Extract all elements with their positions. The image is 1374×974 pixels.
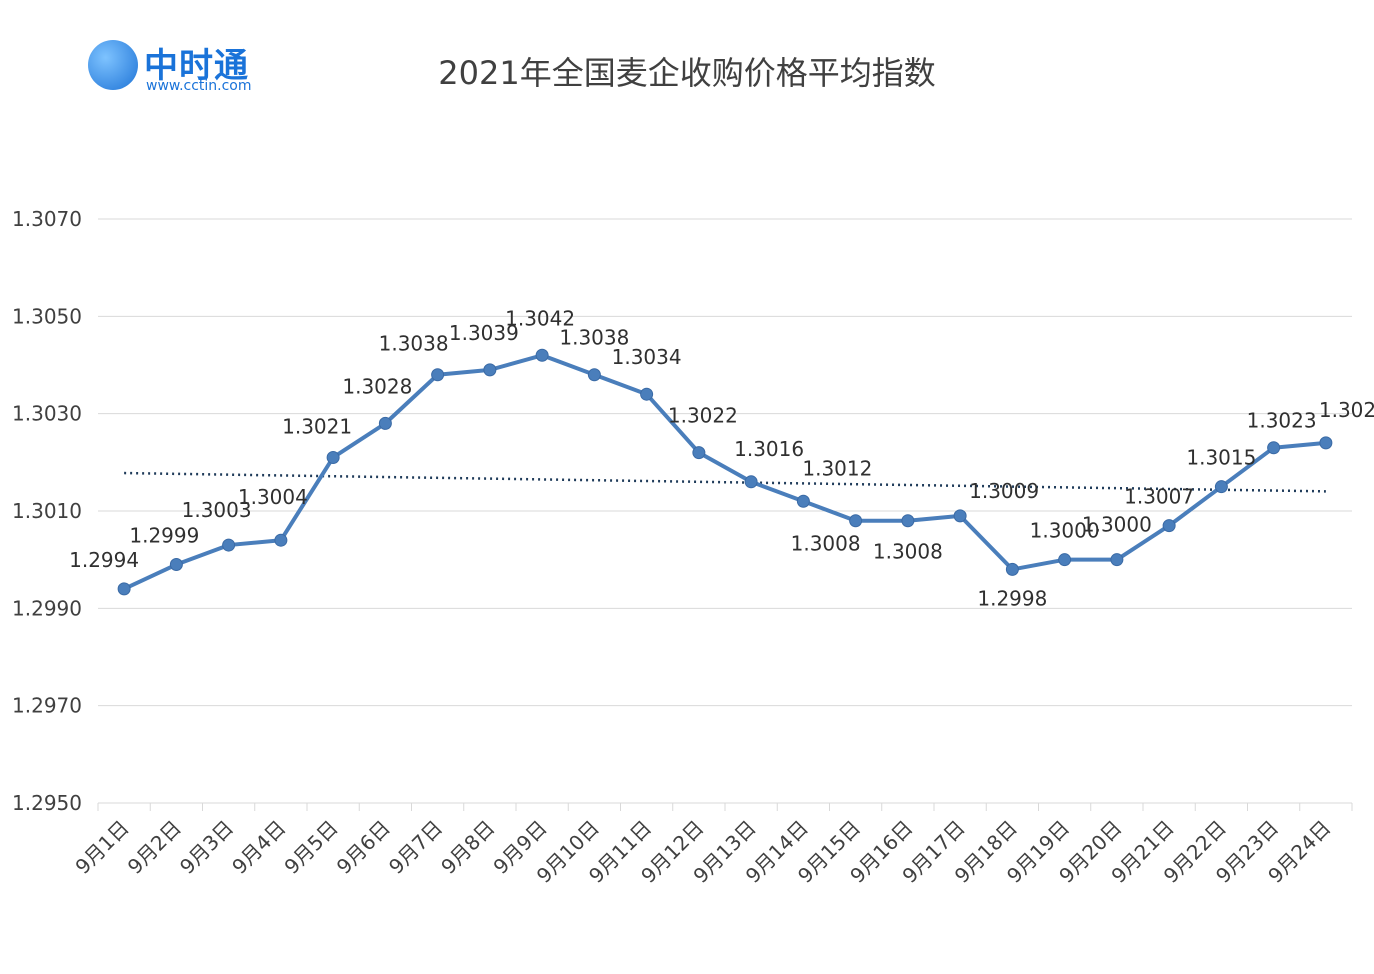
data-label: 1.3007 xyxy=(1124,485,1194,509)
brand-logo: 中时通 www.cctin.com xyxy=(88,38,288,98)
data-point xyxy=(796,494,810,508)
data-label: 1.2999 xyxy=(129,524,199,548)
y-tick-label: 1.3050 xyxy=(12,304,82,328)
data-point xyxy=(378,416,392,430)
data-point xyxy=(117,582,131,596)
y-tick-label: 1.2990 xyxy=(12,596,82,620)
chart-title: 2021年全国麦企收购价格平均指数 xyxy=(438,54,936,92)
data-point xyxy=(744,475,758,489)
data-point xyxy=(169,558,183,572)
data-label: 1.3009 xyxy=(969,479,1039,503)
data-label: 1.3003 xyxy=(182,498,252,522)
data-point xyxy=(1319,436,1333,450)
y-tick-label: 1.3070 xyxy=(12,207,82,231)
data-label: 1.3008 xyxy=(873,540,943,564)
x-tick-label: 9月1日 xyxy=(70,816,133,879)
data-point xyxy=(1058,553,1072,567)
data-label: 1.3038 xyxy=(559,326,629,350)
data-label: 1.3012 xyxy=(802,456,872,480)
data-point xyxy=(953,509,967,523)
data-point xyxy=(1214,480,1228,494)
data-label: 1.3022 xyxy=(668,404,738,428)
data-point xyxy=(274,533,288,547)
data-point xyxy=(431,368,445,382)
brand-logo-icon xyxy=(88,40,138,90)
data-point xyxy=(1267,441,1281,455)
y-tick-label: 1.2970 xyxy=(12,694,82,718)
y-tick-label: 1.3010 xyxy=(12,499,82,523)
data-point xyxy=(222,538,236,552)
data-point xyxy=(901,514,915,528)
data-label: 1.3024 xyxy=(1319,398,1374,422)
data-label: 1.3028 xyxy=(342,374,412,398)
data-label: 1.3034 xyxy=(612,345,682,369)
y-tick-label: 1.2950 xyxy=(12,791,82,815)
data-point xyxy=(326,450,340,464)
x-tick-label: 9月3日 xyxy=(175,816,238,879)
data-point xyxy=(535,348,549,362)
data-label: 1.3000 xyxy=(1030,519,1100,543)
data-point xyxy=(1110,553,1124,567)
data-label: 1.3021 xyxy=(282,414,352,438)
brand-url: www.cctin.com xyxy=(146,78,252,94)
data-point xyxy=(640,387,654,401)
data-label: 1.3016 xyxy=(734,437,804,461)
data-label: 1.2998 xyxy=(977,586,1047,610)
data-label: 1.3042 xyxy=(505,306,575,330)
data-point xyxy=(483,363,497,377)
x-tick-label: 9月6日 xyxy=(332,816,395,879)
data-point xyxy=(1005,562,1019,576)
data-label: 1.3023 xyxy=(1247,409,1317,433)
data-label: 1.3008 xyxy=(791,532,861,556)
x-tick-label: 9月8日 xyxy=(436,816,499,879)
trendline xyxy=(124,471,1326,493)
x-tick-label: 9月5日 xyxy=(279,816,342,879)
x-tick-label: 9月4日 xyxy=(227,816,290,879)
data-point xyxy=(1162,519,1176,533)
y-tick-label: 1.3030 xyxy=(12,402,82,426)
data-label: 1.3039 xyxy=(449,321,519,345)
data-label: 1.3015 xyxy=(1186,446,1256,470)
series-line xyxy=(123,353,1327,591)
data-label: 1.3038 xyxy=(379,332,449,356)
data-point xyxy=(587,368,601,382)
data-label: 1.3004 xyxy=(238,485,308,509)
brand-name: 中时通 xyxy=(144,46,249,86)
data-label: 1.2994 xyxy=(69,548,139,572)
x-tick-label: 9月2日 xyxy=(123,816,186,879)
x-tick-label: 9月7日 xyxy=(384,816,447,879)
data-point xyxy=(849,514,863,528)
data-label: 1.3000 xyxy=(1082,513,1152,537)
data-point xyxy=(692,446,706,460)
